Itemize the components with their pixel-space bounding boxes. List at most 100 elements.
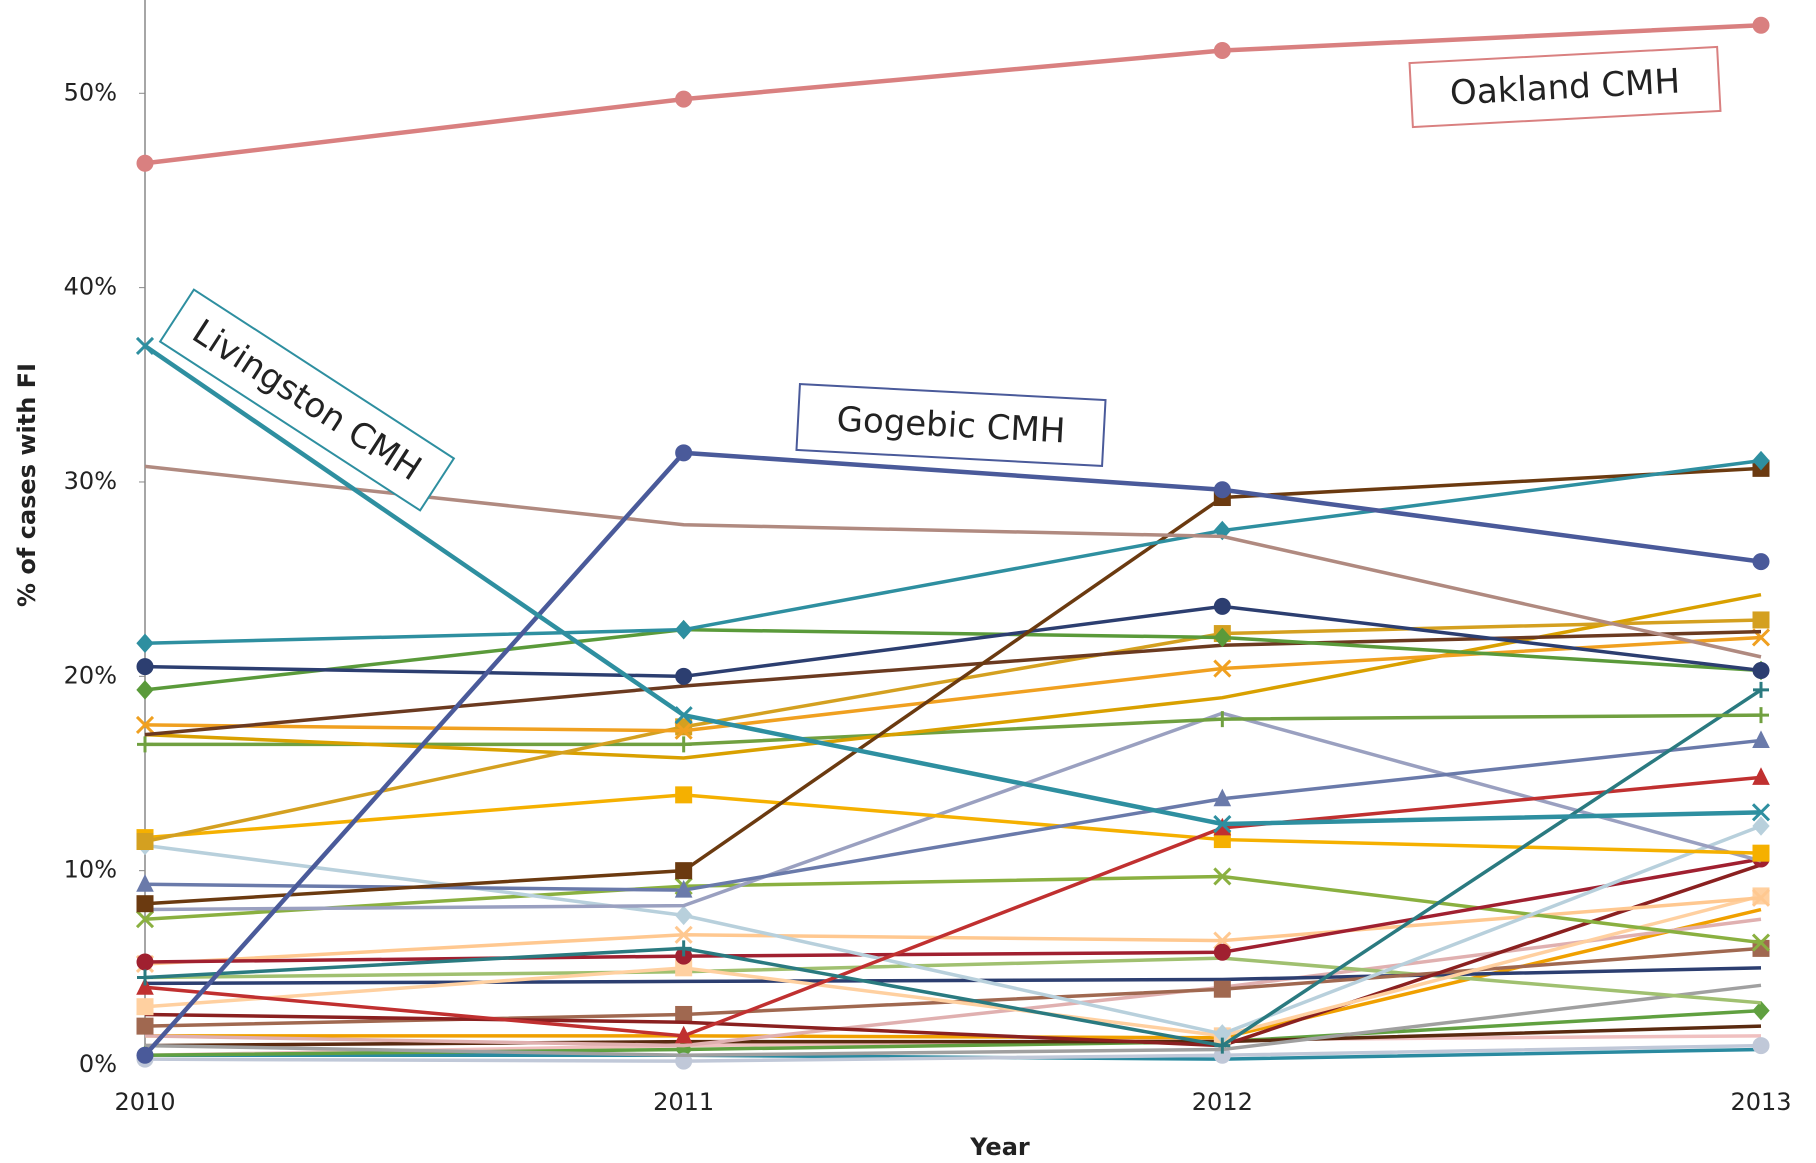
y-tick-label: 40% [64, 273, 117, 301]
line [144, 711, 1762, 912]
point [675, 1052, 693, 1070]
y-tick-label: 0% [79, 1050, 117, 1078]
series [144, 983, 1762, 1058]
point [675, 1005, 693, 1023]
series [136, 450, 1770, 654]
line [144, 592, 1762, 760]
point [1752, 611, 1770, 629]
line [144, 1024, 1762, 1048]
point [674, 879, 693, 898]
point [1752, 553, 1770, 571]
point [1213, 867, 1232, 886]
line [144, 824, 1762, 1036]
y-tick-label: 20% [64, 661, 117, 689]
point [136, 977, 154, 995]
x-tick-label: 2010 [114, 1088, 175, 1116]
line [144, 874, 1762, 945]
line [144, 896, 1762, 966]
annotation: Gogebic CMH [795, 382, 1107, 468]
point [136, 680, 154, 700]
point [1753, 707, 1769, 724]
series [144, 956, 1762, 1005]
series [144, 464, 1762, 659]
line [144, 466, 1762, 906]
point [135, 715, 155, 734]
point [674, 706, 693, 725]
point [1751, 803, 1771, 822]
series [136, 730, 1770, 898]
line [144, 1008, 1762, 1058]
point [1213, 597, 1231, 615]
y-axis-title: % of cases with FI [13, 363, 41, 607]
line [144, 775, 1762, 1038]
series [136, 619, 1770, 700]
line [144, 966, 1762, 986]
point [1751, 933, 1771, 952]
annotation: Livingston CMH [158, 288, 456, 512]
line [144, 857, 1762, 964]
series [144, 863, 1762, 1048]
line [144, 983, 1762, 1058]
point [136, 1017, 154, 1035]
series [137, 681, 1769, 1054]
line [144, 464, 1762, 659]
point [1213, 42, 1231, 60]
line [144, 23, 1762, 166]
point [137, 969, 153, 986]
point [1214, 711, 1231, 728]
point [675, 736, 692, 753]
series [136, 597, 1770, 685]
point [1213, 980, 1231, 998]
point [136, 658, 154, 676]
series [144, 1024, 1762, 1048]
point [1213, 627, 1231, 648]
point [136, 633, 154, 654]
point [1752, 450, 1770, 471]
line [145, 713, 1762, 747]
annotation-box [795, 382, 1107, 468]
y-tick-label: 30% [64, 467, 117, 495]
point [1752, 816, 1770, 836]
line [144, 627, 1762, 692]
point [136, 874, 154, 892]
point [135, 336, 155, 355]
point [674, 721, 693, 740]
line [143, 450, 1762, 1057]
series [144, 592, 1762, 760]
point [675, 90, 693, 108]
series [144, 966, 1762, 986]
point [1213, 788, 1232, 807]
line [144, 618, 1762, 844]
line [144, 1043, 1762, 1063]
series [136, 444, 1770, 1064]
point [674, 905, 693, 926]
x-tick-label: 2013 [1730, 1088, 1791, 1116]
line [143, 344, 1762, 827]
annotation-box [1408, 45, 1722, 129]
point [1752, 939, 1770, 957]
line [144, 604, 1762, 679]
point [136, 833, 154, 851]
series [136, 767, 1770, 1044]
point [1752, 767, 1770, 785]
point [674, 925, 693, 944]
point [1213, 659, 1232, 678]
point [675, 786, 693, 804]
point [136, 998, 154, 1016]
series [136, 1037, 1770, 1070]
line [144, 738, 1762, 892]
line [144, 863, 1762, 1048]
point [1214, 1037, 1231, 1054]
x-tick-label: 2011 [653, 1088, 714, 1116]
series [144, 711, 1762, 912]
point [136, 154, 154, 172]
point [1213, 943, 1231, 961]
point [1752, 661, 1770, 679]
point [1751, 888, 1771, 907]
line [144, 917, 1762, 1048]
line [144, 793, 1762, 855]
series [135, 336, 1771, 834]
point [1752, 730, 1770, 748]
series [137, 707, 1769, 753]
